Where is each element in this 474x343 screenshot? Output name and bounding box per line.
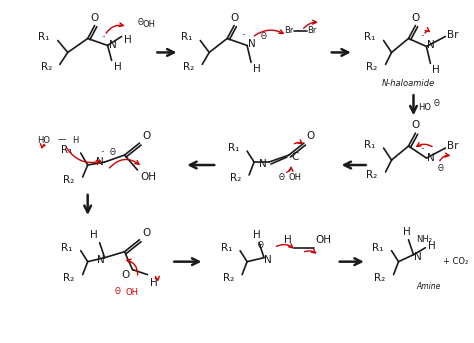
- Text: ··: ··: [420, 34, 425, 39]
- Text: O: O: [411, 120, 419, 130]
- Text: H: H: [150, 277, 158, 288]
- Text: OH: OH: [140, 172, 156, 182]
- Text: ··: ··: [101, 35, 106, 40]
- Text: H: H: [90, 230, 98, 240]
- Text: OH: OH: [316, 235, 332, 245]
- Text: H: H: [253, 64, 261, 74]
- Text: OH: OH: [126, 288, 138, 297]
- Text: N: N: [414, 252, 422, 262]
- Text: R₁: R₁: [38, 33, 50, 43]
- Text: Br: Br: [447, 29, 459, 39]
- Text: O: O: [91, 13, 99, 23]
- Text: Θ: Θ: [433, 99, 439, 108]
- Text: Θ: Θ: [261, 32, 267, 41]
- Text: —: —: [57, 135, 66, 145]
- Text: O: O: [143, 228, 151, 238]
- Text: R₁: R₁: [364, 33, 375, 43]
- Text: N: N: [109, 40, 116, 50]
- Text: N: N: [264, 255, 272, 265]
- Text: H: H: [114, 62, 121, 72]
- Text: R₂: R₂: [366, 62, 378, 72]
- Text: R₁: R₁: [181, 33, 192, 43]
- Text: R₁: R₁: [61, 243, 73, 253]
- Text: OH: OH: [143, 20, 155, 29]
- Text: R₂: R₂: [230, 173, 241, 183]
- Text: Br: Br: [307, 26, 316, 35]
- Text: O: O: [143, 131, 151, 141]
- Text: Br: Br: [284, 26, 293, 35]
- Text: C: C: [291, 152, 298, 162]
- Text: O: O: [411, 13, 419, 23]
- Text: Θ: Θ: [258, 241, 264, 250]
- Text: N: N: [248, 39, 256, 49]
- Text: Θ: Θ: [137, 18, 143, 27]
- Text: Br: Br: [447, 141, 459, 151]
- Text: Θ: Θ: [109, 147, 116, 156]
- Text: R₁: R₁: [221, 243, 232, 253]
- Text: R₁: R₁: [364, 140, 375, 150]
- Text: N: N: [428, 40, 435, 50]
- Text: Θ: Θ: [279, 174, 285, 182]
- Text: R₁: R₁: [372, 243, 383, 253]
- Text: ··: ··: [420, 146, 425, 152]
- Text: R₁: R₁: [228, 143, 239, 153]
- Text: OH: OH: [289, 174, 302, 182]
- Text: Θ: Θ: [438, 164, 443, 173]
- Text: O: O: [121, 270, 129, 280]
- Text: N-haloamide: N-haloamide: [382, 79, 435, 88]
- Text: R₂: R₂: [41, 62, 52, 72]
- Text: H: H: [253, 230, 261, 240]
- Text: N: N: [428, 153, 435, 163]
- Text: R₂: R₂: [374, 273, 385, 283]
- Text: Amine: Amine: [417, 282, 441, 291]
- Text: H: H: [284, 235, 292, 245]
- Text: R₂: R₂: [64, 273, 75, 283]
- Text: + CO₂: + CO₂: [443, 257, 469, 266]
- Text: R₁: R₁: [61, 145, 73, 155]
- Text: O: O: [230, 13, 238, 23]
- Text: Θ: Θ: [115, 287, 120, 296]
- Text: H: H: [402, 227, 410, 237]
- Text: R₂: R₂: [366, 170, 378, 180]
- Text: N: N: [259, 159, 267, 169]
- Text: N: N: [97, 255, 105, 265]
- Text: H: H: [72, 135, 78, 145]
- Text: H: H: [432, 66, 440, 75]
- Text: O: O: [306, 131, 314, 141]
- Text: ··: ··: [100, 149, 105, 155]
- Text: H: H: [124, 35, 131, 45]
- Text: R₂: R₂: [183, 62, 194, 72]
- Text: HO: HO: [419, 103, 431, 112]
- Text: HO: HO: [37, 135, 50, 145]
- Text: NH₂: NH₂: [417, 235, 432, 244]
- Text: R₂: R₂: [223, 273, 234, 283]
- Text: N: N: [96, 157, 104, 167]
- Text: ··: ··: [241, 33, 246, 38]
- Text: H: H: [428, 241, 436, 251]
- Text: R₂: R₂: [64, 175, 75, 185]
